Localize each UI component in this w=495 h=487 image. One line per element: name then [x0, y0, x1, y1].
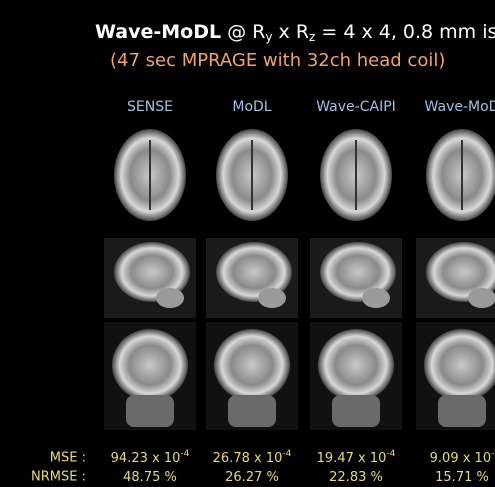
neck [438, 395, 486, 427]
metric-base: 26.27 % [225, 470, 279, 485]
metric-value: 48.75 % [123, 470, 177, 485]
metric-base: 19.47 x 10 [317, 451, 387, 466]
metric-value: 26.78 x 10-4 [213, 449, 292, 466]
neck [228, 395, 276, 427]
metric-base: 94.23 x 10 [111, 451, 181, 466]
neck [332, 395, 380, 427]
coronal-image [112, 329, 188, 401]
axial-image [426, 129, 495, 221]
cerebellum [258, 288, 286, 308]
metric-exponent: -4 [282, 449, 291, 459]
metric-value: 9.09 x 10- [430, 449, 495, 466]
neck [126, 395, 174, 427]
column-header: MoDL [232, 99, 271, 115]
subtitle: (47 sec MPRAGE with 32ch head coil) [110, 50, 445, 71]
cerebellum [156, 288, 184, 308]
metric-base: 9.09 x 10 [430, 451, 491, 466]
coronal-image [318, 329, 394, 401]
cerebellum [362, 288, 390, 308]
column-header: Wave-MoD [425, 99, 495, 115]
metric-value: 15.71 % [435, 470, 489, 485]
figure: Wave-MoDL @ Ry x Rz = 4 x 4, 0.8 mm is (… [0, 0, 495, 487]
metric-base: 22.83 % [329, 470, 383, 485]
metric-base: 26.78 x 10 [213, 451, 283, 466]
column-header: SENSE [127, 99, 173, 115]
metric-exponent: - [491, 449, 494, 459]
metric-label: MSE : [50, 451, 86, 466]
cerebellum [468, 288, 495, 308]
metric-exponent: -4 [386, 449, 395, 459]
coronal-image [214, 329, 290, 401]
metric-label: NRMSE : [31, 470, 86, 485]
metric-value: 26.27 % [225, 470, 279, 485]
metric-exponent: -4 [180, 449, 189, 459]
column-header: Wave-CAIPI [316, 99, 396, 115]
title: Wave-MoDL @ Ry x Rz = 4 x 4, 0.8 mm is [95, 21, 495, 44]
metric-value: 94.23 x 10-4 [111, 449, 190, 466]
metric-base: 15.71 % [435, 470, 489, 485]
metric-value: 22.83 % [329, 470, 383, 485]
metric-base: 48.75 % [123, 470, 177, 485]
metric-value: 19.47 x 10-4 [317, 449, 396, 466]
